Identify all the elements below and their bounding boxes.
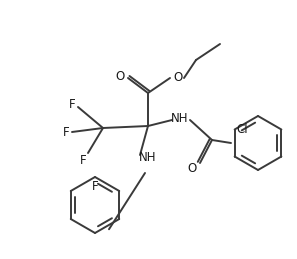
Text: NH: NH: [139, 150, 157, 163]
Text: F: F: [69, 97, 75, 111]
Text: Cl: Cl: [237, 123, 248, 136]
Text: O: O: [187, 162, 197, 175]
Text: O: O: [115, 69, 125, 83]
Text: F: F: [63, 126, 69, 139]
Text: NH: NH: [171, 112, 189, 125]
Text: F: F: [92, 181, 98, 193]
Text: F: F: [80, 154, 86, 167]
Text: O: O: [173, 70, 183, 83]
